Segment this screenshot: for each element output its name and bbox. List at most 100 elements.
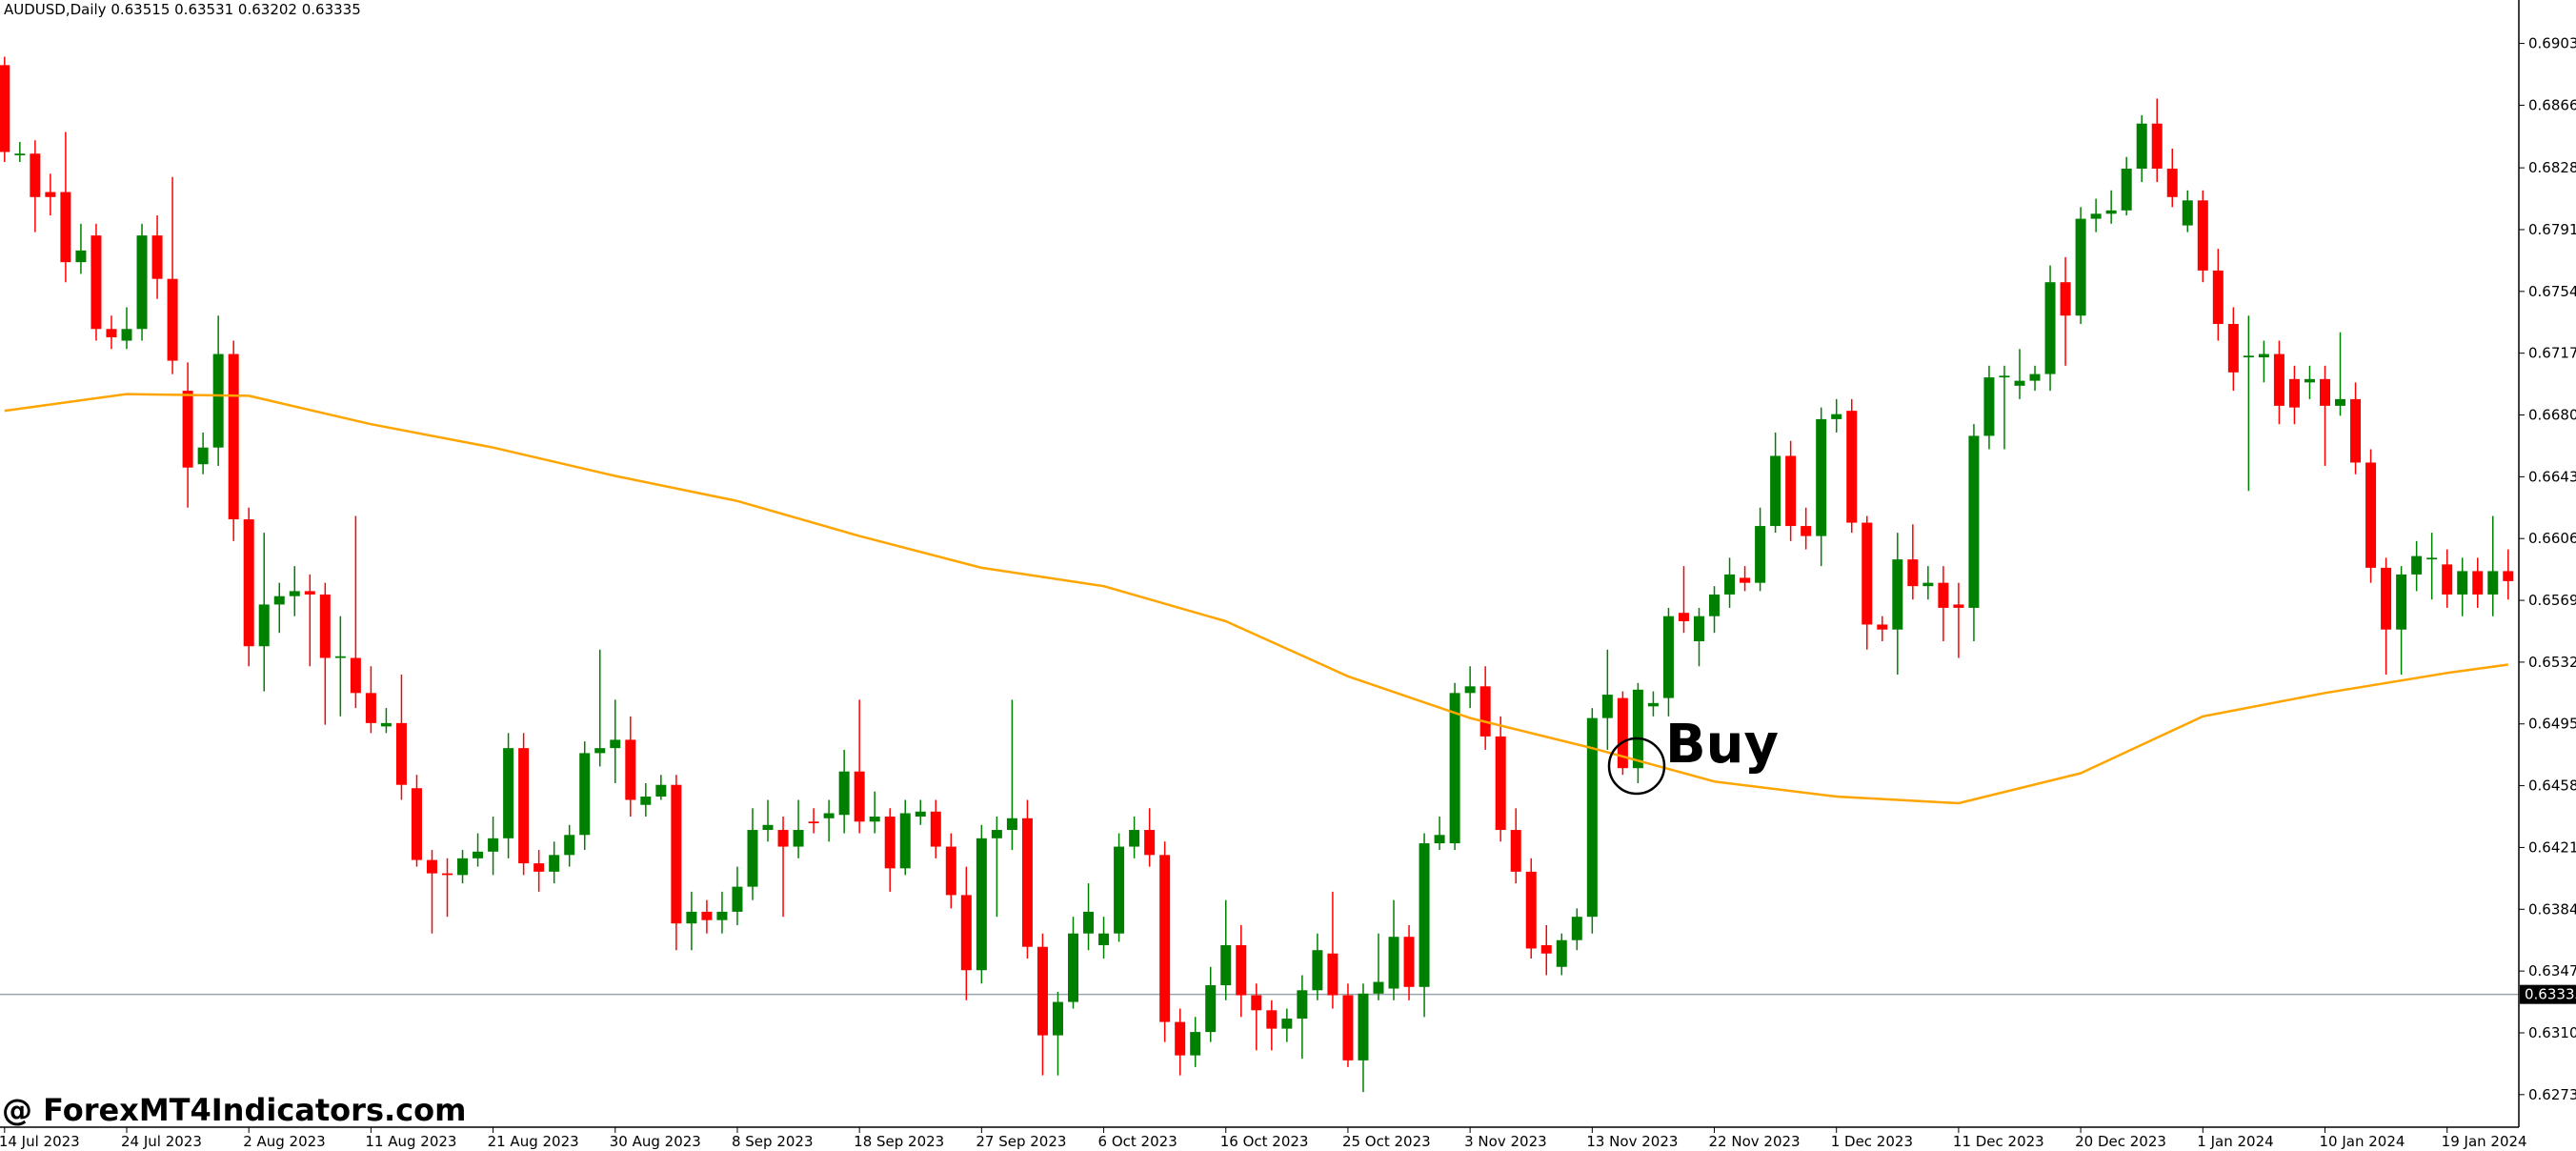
x-tick-label: 16 Oct 2023 (1220, 1133, 1309, 1150)
candle-body (136, 235, 148, 330)
candle-body (518, 748, 530, 864)
candle-body (1540, 944, 1552, 954)
candle-body (732, 886, 743, 912)
x-tick-label: 1 Dec 2023 (1831, 1133, 1913, 1150)
candle-body (182, 391, 193, 468)
x-tick-label: 30 Aug 2023 (610, 1133, 701, 1150)
candle-body (1999, 375, 2010, 378)
candle-body (1205, 985, 1217, 1033)
y-tick-label: 0.64955 (2528, 716, 2576, 733)
candle-body (1556, 939, 1567, 967)
candle-body (838, 771, 850, 816)
candle-body (869, 817, 880, 822)
candle-body (915, 811, 926, 818)
y-tick-label: 0.64215 (2528, 838, 2576, 856)
candle-body (2090, 213, 2102, 219)
candle-body (1816, 418, 1827, 536)
candle-body (701, 911, 713, 920)
candle-body (1190, 1032, 1201, 1056)
candle-body (686, 911, 697, 924)
candle-body (380, 722, 392, 727)
candle-body (640, 796, 652, 805)
candle-body (2304, 378, 2315, 383)
y-tick-label: 0.63105 (2528, 1024, 2576, 1041)
candle-body (1281, 1019, 1293, 1029)
candle-body (1449, 693, 1460, 844)
watermark: @ ForexMT4Indicators.com (2, 1092, 466, 1128)
candle-body (884, 817, 896, 869)
candle-body (2319, 378, 2330, 406)
candle-body (2136, 123, 2147, 170)
candle-body (1021, 818, 1033, 947)
candle-body (1601, 695, 1613, 718)
candle-body (1770, 455, 1781, 527)
candle-body (1312, 950, 1323, 991)
candle-body (1036, 946, 1048, 1036)
y-tick-label: 0.68285 (2528, 159, 2576, 176)
candle-body (1877, 624, 1888, 630)
candle-body (1831, 414, 1842, 419)
candle-body (45, 192, 56, 197)
candle-body (533, 863, 545, 872)
candle-body (2442, 564, 2453, 595)
candle-body (1327, 953, 1338, 996)
candle-body (2273, 353, 2284, 406)
y-tick-label: 0.63845 (2528, 900, 2576, 918)
candle-body (1220, 944, 1232, 986)
x-tick-label: 18 Sep 2023 (854, 1133, 944, 1150)
candle-body (2487, 571, 2499, 595)
candle-body (2258, 353, 2269, 358)
candle-body (991, 830, 1002, 838)
candle-body (2350, 398, 2362, 463)
candle-body (228, 353, 239, 520)
x-tick-label: 11 Aug 2023 (365, 1133, 456, 1150)
candle-body (273, 596, 285, 605)
buy-annotation: Buy (1665, 714, 1779, 776)
candle-body (1495, 736, 1506, 831)
x-tick-label: 10 Jan 2024 (2319, 1133, 2405, 1150)
candle-body (14, 153, 26, 155)
candle-body (91, 235, 102, 330)
candle-body (2166, 169, 2178, 197)
candle-body (1114, 846, 1125, 934)
x-tick-label: 20 Dec 2023 (2075, 1133, 2166, 1150)
candle-body (1678, 613, 1689, 621)
candle-body (488, 838, 499, 852)
candle-body (549, 855, 560, 872)
candle-body (1709, 594, 1721, 616)
candle-body (1342, 995, 1354, 1060)
moving-average (4, 393, 2508, 805)
candle-body (289, 591, 300, 596)
candle-body (2396, 574, 2407, 630)
candle-body (1373, 981, 1384, 994)
candle-body (2457, 571, 2468, 595)
candle-body (1922, 582, 1934, 587)
candle-body (304, 591, 315, 595)
y-tick-label: 0.67545 (2528, 283, 2576, 300)
x-tick-label: 3 Nov 2023 (1464, 1133, 1547, 1150)
candle-body (1388, 937, 1399, 989)
candle-body (2060, 282, 2071, 316)
candle-body (1632, 689, 1643, 769)
price-label-box (2520, 984, 2576, 1004)
candle-body (167, 278, 178, 361)
candle-body (2381, 567, 2392, 630)
candle-body (243, 519, 254, 647)
candle-body (1953, 604, 1964, 608)
y-tick-label: 0.64585 (2528, 777, 2576, 795)
candle-body (457, 858, 469, 876)
candle-body (2243, 355, 2254, 358)
candle-body (1740, 577, 1751, 583)
candle-body (747, 830, 758, 887)
plot-area (0, 56, 2519, 1093)
candle-body (625, 739, 636, 800)
candle-body (1358, 993, 1369, 1060)
candle-body (319, 594, 331, 658)
candle-body (0, 65, 10, 152)
candle-body (1892, 559, 1903, 630)
candle-body (793, 830, 804, 847)
candle-body (30, 153, 41, 197)
x-tick-label: 11 Dec 2023 (1953, 1133, 2044, 1150)
